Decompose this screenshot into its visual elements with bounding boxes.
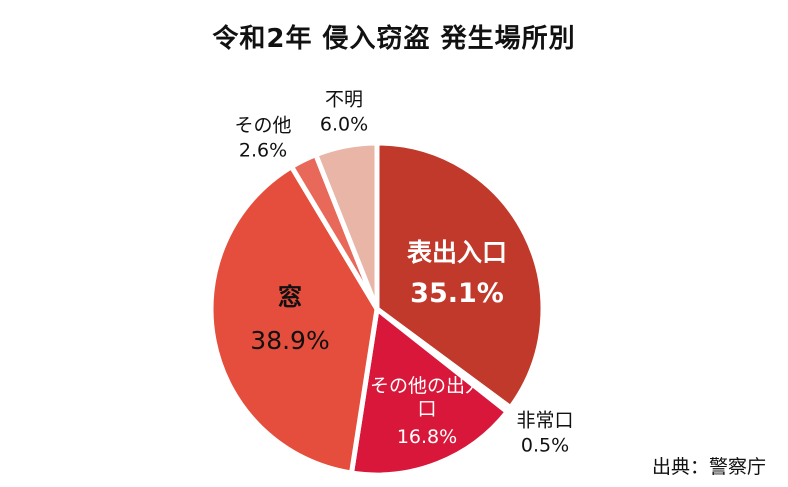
slice-value-window: 38.9% bbox=[250, 326, 330, 356]
slice-label-other-entrance: その他の出入口 16.8% bbox=[370, 375, 485, 449]
slice-label-other: その他 2.6% bbox=[234, 113, 291, 162]
slice-name-window: 窓 bbox=[277, 283, 302, 312]
slice-label-window: 窓 38.9% bbox=[250, 282, 329, 358]
slice-label-emergency-exit: 非常口 0.5% bbox=[516, 408, 573, 457]
slice-label-unknown: 不明 6.0% bbox=[320, 87, 368, 136]
slice-name-other-entrance: その他の出入口 bbox=[369, 374, 484, 420]
source-note: 出典：警察庁 bbox=[651, 456, 766, 478]
slice-value-other-entrance: 16.8% bbox=[396, 425, 458, 448]
pie-slice-unknown bbox=[313, 140, 380, 312]
chart-title: 令和2年 侵入窃盗 発生場所別 bbox=[212, 24, 576, 54]
slice-value-unknown: 6.0% bbox=[319, 113, 369, 135]
slice-name-front-entrance: 表出入口 bbox=[406, 238, 508, 268]
slice-name-emergency-exit: 非常口 bbox=[516, 409, 574, 432]
slice-name-unknown: 不明 bbox=[324, 88, 363, 111]
slice-value-front-entrance: 35.1% bbox=[410, 277, 504, 309]
pie-slice-front-entrance bbox=[374, 140, 546, 411]
slice-value-emergency-exit: 0.5% bbox=[520, 434, 570, 456]
slice-value-other: 2.6% bbox=[238, 139, 288, 161]
slice-label-front-entrance: 表出入口 35.1% bbox=[407, 237, 507, 311]
slice-name-other: その他 bbox=[234, 114, 292, 137]
pie-slice-other-entrance bbox=[349, 306, 510, 478]
